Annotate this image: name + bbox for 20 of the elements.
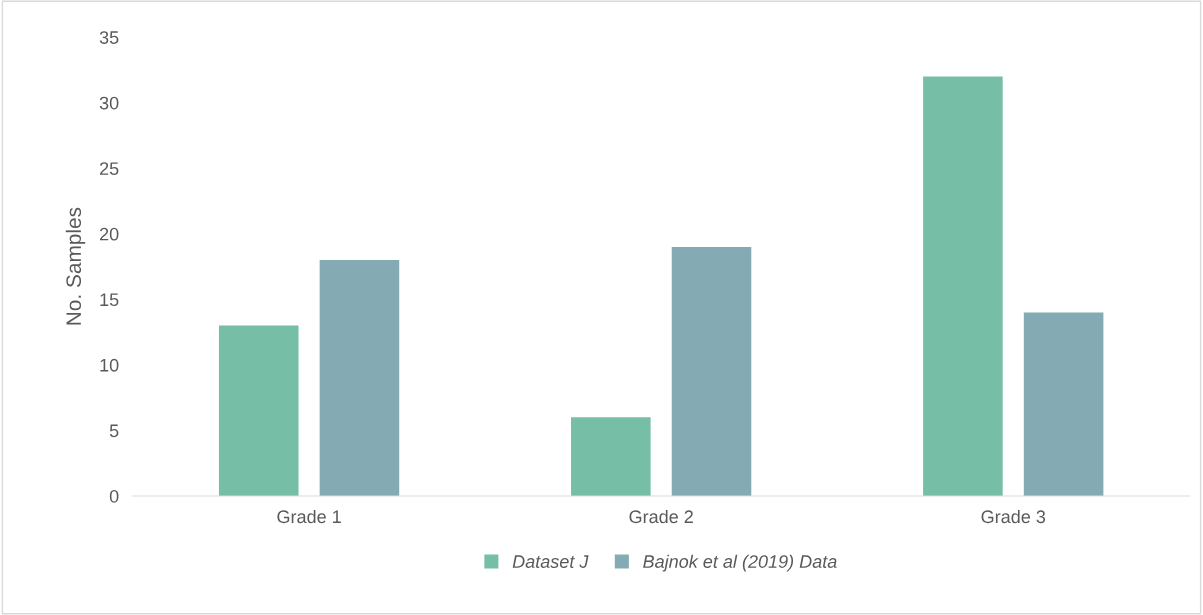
x-tick-label: Grade 2 xyxy=(629,509,693,524)
y-tick-label: 10 xyxy=(100,358,119,372)
bar xyxy=(671,246,752,496)
y-tick-label: 5 xyxy=(109,424,119,438)
y-axis-title: No. Samples xyxy=(65,207,86,325)
y-tick-label: 15 xyxy=(100,293,119,307)
bar xyxy=(571,417,651,496)
y-tick-label: 35 xyxy=(99,31,119,44)
bar xyxy=(319,260,400,496)
bar xyxy=(218,325,299,496)
y-tick-label: 20 xyxy=(99,227,119,241)
legend-label: Dataset J xyxy=(512,555,589,568)
bar xyxy=(1023,312,1104,496)
y-tick-label: 0 xyxy=(109,489,119,503)
x-tick-label: Grade 1 xyxy=(277,509,341,524)
bar xyxy=(923,76,1003,496)
legend-label: Bajnok et al (2019) Data xyxy=(643,554,837,572)
x-tick-label: Grade 3 xyxy=(981,509,1046,524)
y-tick-label: 25 xyxy=(99,162,119,176)
y-tick-label: 30 xyxy=(99,96,119,110)
